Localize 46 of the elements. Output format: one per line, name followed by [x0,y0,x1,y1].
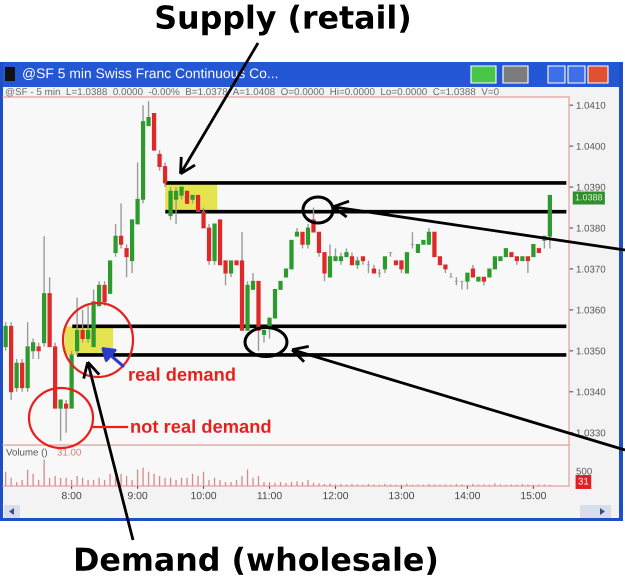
candlestick [300,231,305,250]
x-tick-label: 15:00 [521,492,546,500]
candlestick [74,296,80,356]
text: 31.00 [57,448,81,456]
candlestick [465,272,470,290]
candlestick [80,309,85,344]
y-tick-label: 1.0370 [576,266,606,273]
y-tick-label: 1.0400 [576,142,606,150]
x-tick-label: 14:00 [455,492,480,500]
text: 500 [576,468,592,475]
candlestick [228,260,234,278]
chart-subtitle: @SF - 5 min L=1.0388 0.0000 -0.00% B=1.0378 A=1.0408 O=0.0000 Hi=0.0000 Lo=0.0000 C=1.0388 V=0 [6,88,499,96]
text: Supply (retail) [156,4,410,36]
candlestick [184,190,190,204]
y-tick-label: 1.0360 [576,306,606,314]
candlestick [58,399,63,442]
y-tick-label: 1.0350 [576,348,606,354]
candlestick [124,244,129,278]
candlestick [306,223,310,250]
candlestick [350,252,354,266]
candlestick [118,202,124,250]
y-tick-label: 1.0390 [576,184,606,191]
text: 31 [578,478,588,485]
x-tick-label: 9:00 [128,492,148,500]
y-tick-label: 1.0410 [576,102,606,109]
candlestick [4,321,8,352]
x-tick-label: 12:00 [323,492,348,500]
y-tick-label: 1.0380 [576,224,606,232]
x-tick-label: 8:00 [62,492,82,500]
text: Volume () [6,448,48,458]
candlestick [36,342,41,360]
x-tick-label: 10:00 [191,492,216,500]
candlestick [531,244,536,258]
candlestick [404,252,410,274]
annotation: real demand [129,367,235,381]
annotation: not real demand [131,419,270,433]
y-tick-label: 1.0340 [576,388,606,396]
candlestick [355,256,360,270]
candlestick [470,264,476,278]
candlestick [113,223,118,258]
candlestick [382,256,388,274]
x-tick-label: 13:00 [389,492,414,500]
candlestick [64,399,68,434]
x-tick-label: 11:00 [258,492,282,500]
text: 1.0388 [576,194,602,200]
text: Demand (wholesale) [76,546,436,575]
